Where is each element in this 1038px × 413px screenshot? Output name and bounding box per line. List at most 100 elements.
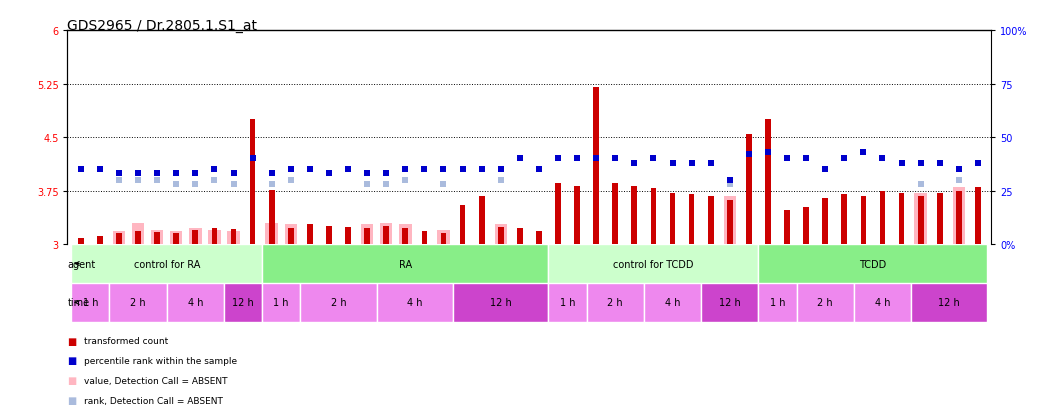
Bar xyxy=(586,283,644,322)
Bar xyxy=(151,230,163,244)
Bar xyxy=(403,228,408,244)
Text: 12 h: 12 h xyxy=(233,298,254,308)
Bar xyxy=(460,205,465,244)
Bar xyxy=(269,190,275,244)
Text: 2 h: 2 h xyxy=(131,298,146,308)
Bar xyxy=(479,196,485,244)
Bar xyxy=(380,223,392,244)
Bar xyxy=(109,283,167,322)
Bar xyxy=(284,225,297,244)
Text: ■: ■ xyxy=(67,356,77,366)
Bar xyxy=(72,244,263,283)
Text: 2 h: 2 h xyxy=(607,298,623,308)
Text: 12 h: 12 h xyxy=(490,298,512,308)
Bar xyxy=(918,196,924,244)
Bar xyxy=(361,225,374,244)
Bar xyxy=(167,283,224,322)
Bar xyxy=(173,233,180,244)
Text: 1 h: 1 h xyxy=(770,298,786,308)
Text: agent: agent xyxy=(67,259,97,269)
Bar xyxy=(72,283,109,322)
Bar xyxy=(453,283,548,322)
Bar xyxy=(723,196,736,244)
Bar xyxy=(861,196,867,244)
Text: transformed count: transformed count xyxy=(84,336,168,345)
Bar xyxy=(437,230,449,244)
Bar xyxy=(631,186,637,244)
Bar xyxy=(300,283,377,322)
Bar xyxy=(746,134,752,244)
Bar xyxy=(956,191,961,244)
Text: control for RA: control for RA xyxy=(134,259,200,269)
Bar xyxy=(822,198,828,244)
Text: time: time xyxy=(67,298,90,308)
Bar xyxy=(536,232,542,244)
Text: ■: ■ xyxy=(67,395,77,405)
Text: 1 h: 1 h xyxy=(83,298,99,308)
Bar xyxy=(132,223,144,244)
Text: 4 h: 4 h xyxy=(875,298,891,308)
Bar xyxy=(670,193,676,244)
Bar xyxy=(594,88,599,244)
Bar xyxy=(421,232,428,244)
Bar xyxy=(288,229,294,244)
Text: GDS2965 / Dr.2805.1.S1_at: GDS2965 / Dr.2805.1.S1_at xyxy=(67,19,257,33)
Bar xyxy=(854,283,911,322)
Text: 4 h: 4 h xyxy=(188,298,203,308)
Bar xyxy=(548,283,586,322)
Bar xyxy=(517,229,523,244)
Text: 1 h: 1 h xyxy=(273,298,289,308)
Bar xyxy=(263,283,300,322)
Bar xyxy=(879,191,885,244)
Bar xyxy=(651,189,656,244)
Bar xyxy=(899,193,904,244)
Bar xyxy=(548,244,759,283)
Text: control for TCDD: control for TCDD xyxy=(613,259,693,269)
Bar xyxy=(212,229,217,244)
Bar xyxy=(227,232,240,244)
Bar xyxy=(78,238,84,244)
Text: rank, Detection Call = ABSENT: rank, Detection Call = ABSENT xyxy=(84,396,223,405)
Bar xyxy=(727,200,733,244)
Bar xyxy=(364,229,370,244)
Bar xyxy=(555,184,561,244)
Bar xyxy=(701,283,759,322)
Text: 2 h: 2 h xyxy=(817,298,834,308)
Bar xyxy=(98,236,103,244)
Bar xyxy=(574,186,580,244)
Bar xyxy=(307,225,312,244)
Text: value, Detection Call = ABSENT: value, Detection Call = ABSENT xyxy=(84,376,227,385)
Bar xyxy=(224,283,263,322)
Text: percentile rank within the sample: percentile rank within the sample xyxy=(84,356,238,365)
Bar xyxy=(192,230,198,244)
Text: RA: RA xyxy=(399,259,412,269)
Bar xyxy=(209,230,221,244)
Bar xyxy=(266,223,278,244)
Bar xyxy=(170,232,183,244)
Bar xyxy=(644,283,701,322)
Bar xyxy=(759,283,796,322)
Bar xyxy=(250,120,255,244)
Bar xyxy=(155,233,160,244)
Bar xyxy=(116,234,121,244)
Bar xyxy=(975,188,981,244)
Text: TCDD: TCDD xyxy=(859,259,886,269)
Bar xyxy=(953,188,965,244)
Bar xyxy=(377,283,453,322)
Bar xyxy=(842,195,847,244)
Text: 12 h: 12 h xyxy=(938,298,960,308)
Bar xyxy=(803,207,809,244)
Bar xyxy=(498,228,503,244)
Text: 4 h: 4 h xyxy=(407,298,422,308)
Bar xyxy=(326,226,332,244)
Bar xyxy=(383,227,389,244)
Bar xyxy=(612,184,619,244)
Text: 12 h: 12 h xyxy=(719,298,741,308)
Bar xyxy=(914,193,927,244)
Bar xyxy=(765,120,771,244)
Bar xyxy=(263,244,548,283)
Bar xyxy=(796,283,854,322)
Bar xyxy=(911,283,987,322)
Text: ■: ■ xyxy=(67,336,77,346)
Bar xyxy=(230,230,237,244)
